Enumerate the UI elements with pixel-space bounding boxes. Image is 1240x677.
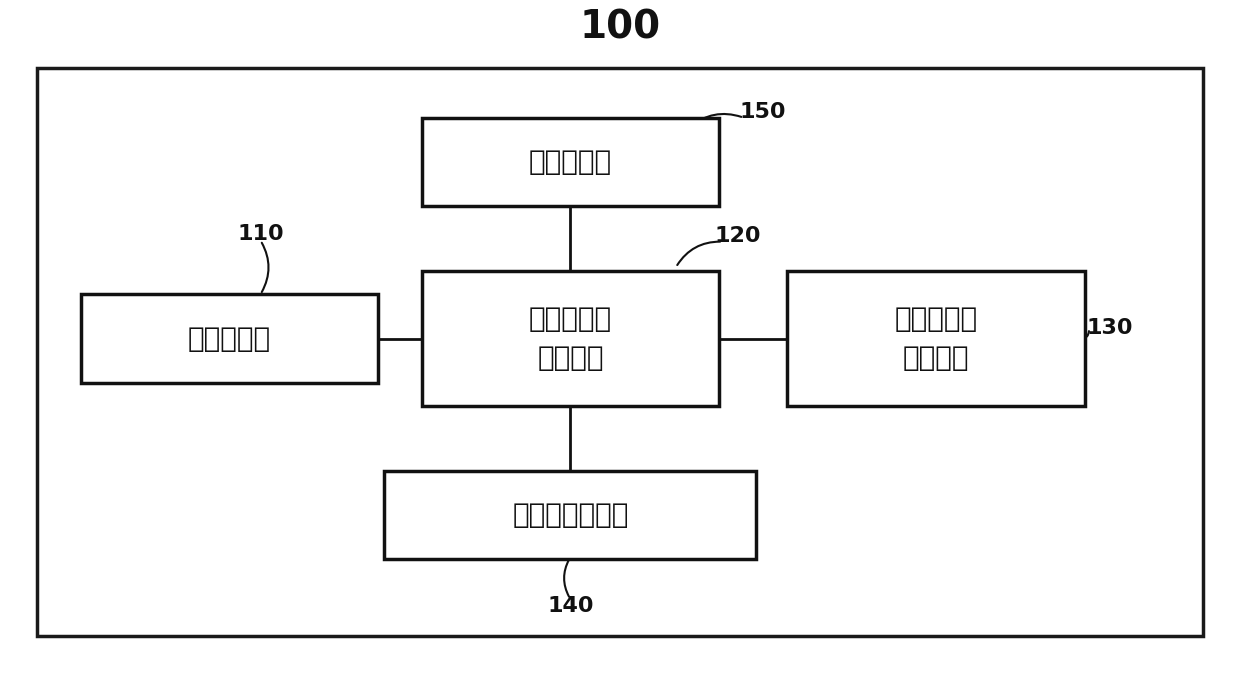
Text: 140: 140 xyxy=(547,596,594,616)
Text: 投网执迹路
径预测部: 投网执迹路 径预测部 xyxy=(528,305,613,372)
FancyBboxPatch shape xyxy=(37,68,1203,636)
Text: 统合显示画
面生成部: 统合显示画 面生成部 xyxy=(894,305,978,372)
FancyBboxPatch shape xyxy=(422,271,719,406)
Text: 100: 100 xyxy=(579,8,661,46)
Text: 投网装置控制部: 投网装置控制部 xyxy=(512,500,629,529)
FancyBboxPatch shape xyxy=(384,471,756,559)
FancyBboxPatch shape xyxy=(787,271,1085,406)
Text: 110: 110 xyxy=(237,223,284,244)
Text: 航行控制部: 航行控制部 xyxy=(528,148,613,177)
Text: 150: 150 xyxy=(739,102,786,122)
Text: 发送接收部: 发送接收部 xyxy=(187,324,272,353)
FancyBboxPatch shape xyxy=(422,118,719,206)
Text: 120: 120 xyxy=(714,225,761,246)
FancyBboxPatch shape xyxy=(81,294,378,383)
Text: 130: 130 xyxy=(1086,318,1133,338)
